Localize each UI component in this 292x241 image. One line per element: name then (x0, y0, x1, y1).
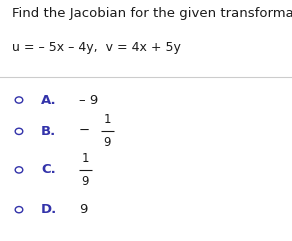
Text: 1: 1 (81, 152, 89, 165)
Text: −: − (79, 124, 90, 137)
Text: 9: 9 (81, 175, 89, 188)
Text: u = – 5x – 4y,  v = 4x + 5y: u = – 5x – 4y, v = 4x + 5y (12, 41, 180, 54)
Text: 9: 9 (79, 203, 87, 216)
Text: 9: 9 (103, 136, 111, 149)
Text: B.: B. (41, 125, 56, 138)
Text: 1: 1 (103, 113, 111, 126)
Text: A.: A. (41, 94, 57, 107)
Text: Find the Jacobian for the given transformation.: Find the Jacobian for the given transfor… (12, 7, 292, 20)
Text: C.: C. (41, 163, 56, 176)
Text: D.: D. (41, 203, 57, 216)
Text: – 9: – 9 (79, 94, 98, 107)
